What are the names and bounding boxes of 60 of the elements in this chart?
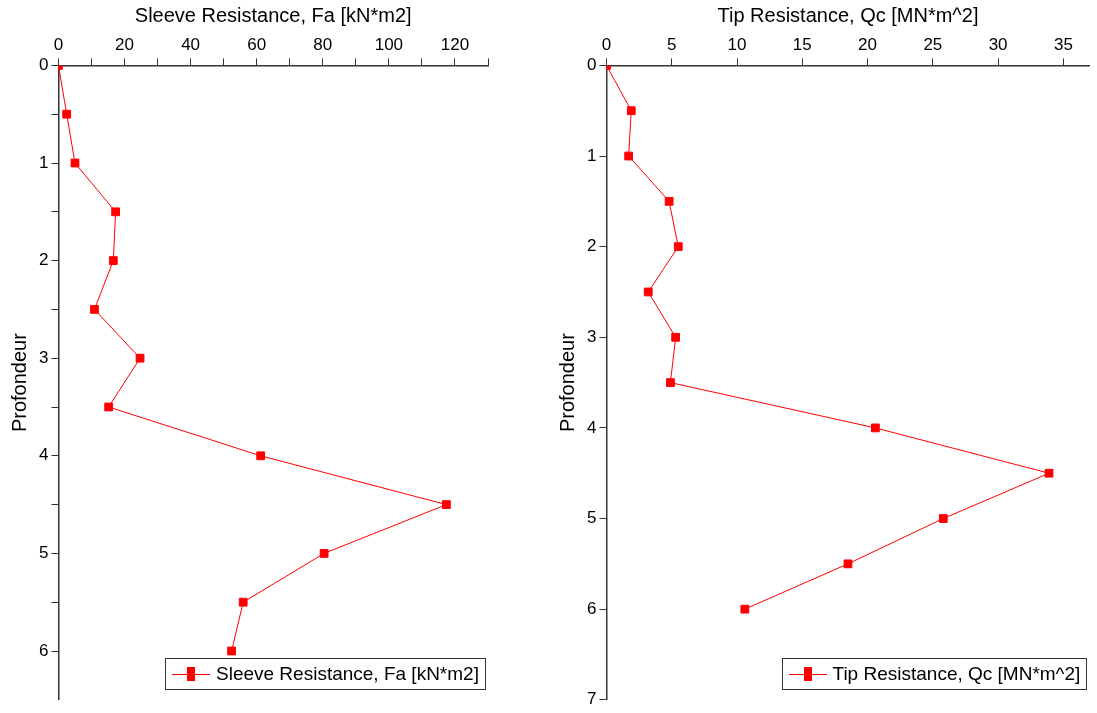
x-tick-label: 0 [53, 34, 64, 54]
y-tick-label: 2 [38, 250, 49, 270]
y-tick-label: 7 [586, 689, 597, 709]
y-axis-title: Profondeur [555, 332, 578, 433]
x-tick-label: 20 [858, 34, 878, 54]
point [673, 242, 683, 252]
x-tick-label: 25 [923, 34, 943, 54]
x-tick-label: 20 [115, 34, 134, 54]
point [871, 423, 880, 433]
point [256, 451, 266, 461]
point [238, 597, 248, 607]
point [135, 353, 145, 363]
point [664, 196, 674, 206]
x-tick-label: 80 [313, 34, 333, 54]
x-tick-label: 40 [181, 34, 201, 54]
point [671, 332, 681, 342]
point [111, 207, 121, 217]
point [319, 549, 329, 558]
legend-label: Sleeve Resistance, Fa [kN*m2] [216, 662, 479, 685]
point [227, 646, 236, 656]
y-tick-label: 0 [38, 55, 49, 75]
point [441, 500, 451, 509]
point [624, 151, 634, 161]
y-tick-label: 6 [586, 598, 597, 618]
y-tick-label: 5 [38, 543, 49, 563]
y-tick-label: 1 [586, 145, 597, 165]
x-axis-title: Tip Resistance, Qc [MN*m^2] [717, 3, 979, 26]
x-tick-label: 35 [1053, 34, 1073, 54]
point [90, 305, 99, 314]
y-tick-label: 0 [586, 55, 597, 75]
point [843, 559, 853, 569]
x-tick-label: 60 [247, 34, 267, 54]
y-tick-label: 4 [38, 445, 49, 465]
point [740, 604, 750, 614]
y-axis-title: Profondeur [7, 332, 30, 433]
x-tick-label: 100 [374, 34, 404, 54]
x-tick-label: 15 [792, 34, 812, 54]
point [62, 109, 72, 119]
x-tick-label: 30 [988, 34, 1008, 54]
x-tick-label: 10 [727, 34, 747, 54]
y-tick-label: 6 [38, 640, 49, 660]
x-tick-label: 0 [601, 34, 612, 54]
x-tick-label: 5 [667, 34, 677, 54]
y-tick-label: 4 [586, 417, 597, 437]
point [104, 402, 114, 412]
point [938, 514, 948, 523]
point [626, 106, 636, 116]
legend-label: Tip Resistance, Qc [MN*m^2] [832, 662, 1081, 685]
x-axis-title: Sleeve Resistance, Fa [kN*m2] [134, 3, 412, 26]
point [70, 158, 80, 168]
y-tick-label: 2 [586, 236, 597, 256]
point [666, 378, 675, 387]
point [643, 287, 653, 297]
y-tick-label: 3 [38, 347, 49, 367]
y-tick-label: 3 [586, 326, 597, 346]
x-tick-label: 120 [440, 34, 470, 54]
point [108, 256, 118, 265]
point [1044, 468, 1054, 478]
y-tick-label: 1 [38, 152, 49, 172]
y-tick-label: 5 [586, 508, 597, 528]
